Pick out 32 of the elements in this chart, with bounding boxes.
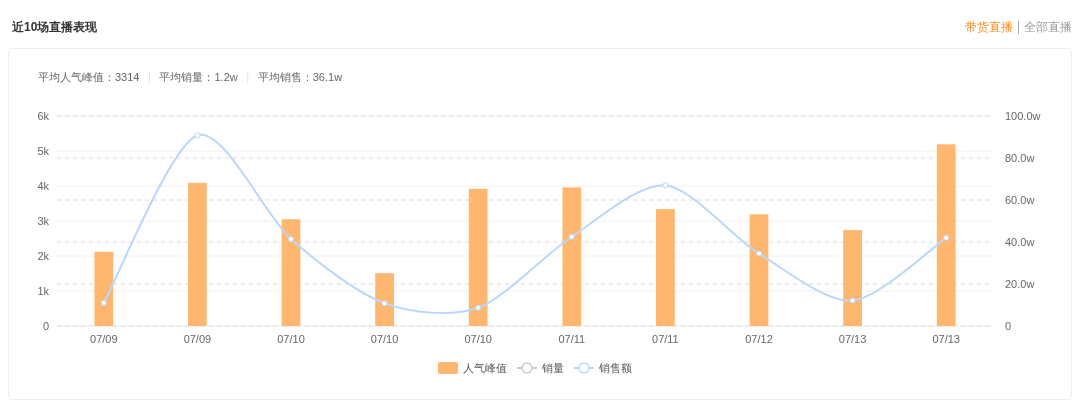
legend-label: 人气峰值 [463, 362, 507, 374]
legend-label: 销售额 [598, 362, 632, 374]
y2-tick-label: 0 [1005, 320, 1012, 332]
chart-title: 近10场直播表现 [11, 20, 99, 34]
y-tick-label: 2k [37, 250, 50, 262]
text: 全部直播 [1024, 20, 1072, 34]
y-tick-label: 1k [37, 285, 50, 297]
x-tick-label: 07/10 [464, 333, 492, 345]
text: 平均销售：36.1w [257, 71, 343, 83]
x-tick-label: 07/10 [370, 333, 399, 345]
x-tick-label: 07/11 [558, 333, 586, 345]
legend-label: 销量 [541, 362, 564, 374]
text: 平均销量：1.2w [159, 71, 238, 83]
text: 带货直播 [965, 20, 1013, 34]
y2-tick-label: 80.0w [1005, 152, 1035, 164]
y-tick-label: 5k [37, 145, 50, 157]
x-tick-label: 07/11 [652, 333, 679, 345]
x-tick-label: 07/10 [277, 333, 305, 345]
x-tick-label: 07/13 [838, 333, 867, 345]
x-tick-label: 07/13 [932, 333, 960, 345]
x-tick-label: 07/12 [745, 333, 773, 345]
y-tick-label: 0 [42, 320, 49, 332]
y2-tick-label: 100.0w [1005, 110, 1041, 122]
x-tick-label: 07/09 [90, 333, 118, 345]
y-tick-label: 4k [37, 180, 50, 192]
x-tick-label: 07/09 [183, 333, 212, 345]
text: 平均人气峰值：3314 [38, 71, 140, 83]
y2-tick-label: 20.0w [1005, 278, 1035, 290]
y2-tick-label: 40.0w [1005, 236, 1035, 248]
y-tick-label: 6k [37, 110, 50, 122]
y2-tick-label: 60.0w [1005, 194, 1035, 206]
y-tick-label: 3k [37, 215, 50, 227]
